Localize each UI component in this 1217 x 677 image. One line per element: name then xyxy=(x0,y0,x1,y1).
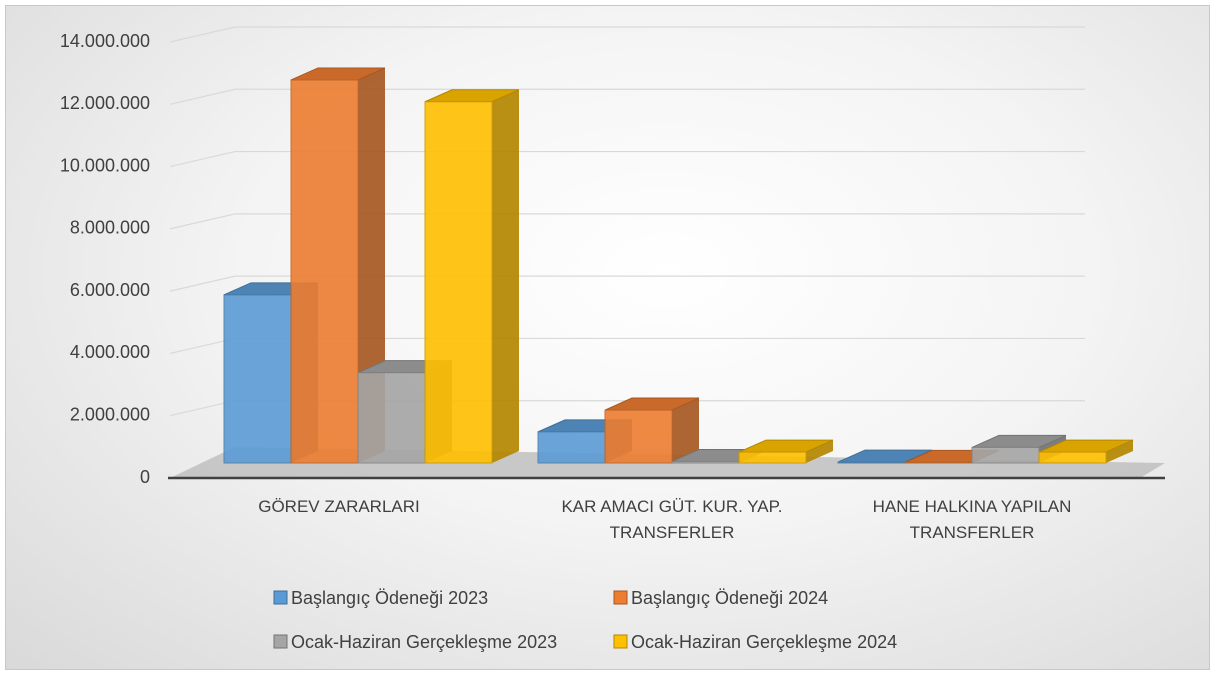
grid-line xyxy=(169,26,1085,43)
x-tick-label: KAR AMACI GÜT. KUR. YAP. TRANSFERLER xyxy=(561,497,783,542)
bar xyxy=(537,431,606,464)
legend-swatch xyxy=(273,634,288,649)
y-tick-label: 4.000.000 xyxy=(70,342,150,362)
bar xyxy=(424,101,493,464)
x-tick-label: GÖREV ZARARLARI xyxy=(258,497,420,516)
y-tick-label: 0 xyxy=(140,467,150,487)
bar xyxy=(837,461,906,464)
bar xyxy=(357,372,426,464)
bar xyxy=(290,79,359,464)
bar xyxy=(671,460,740,464)
y-tick-label: 10.000.000 xyxy=(60,155,150,175)
bar xyxy=(1038,451,1107,464)
chart-frame xyxy=(5,5,1210,670)
bar xyxy=(604,409,673,464)
legend-label: Başlangıç Ödeneği 2023 xyxy=(291,588,488,608)
legend-label: Başlangıç Ödeneği 2024 xyxy=(631,588,828,608)
legend-swatch xyxy=(613,590,628,605)
legend-swatch xyxy=(613,634,628,649)
y-tick-label: 2.000.000 xyxy=(70,404,150,424)
bar-side xyxy=(1106,440,1133,463)
y-tick-label: 14.000.000 xyxy=(60,31,150,51)
y-tick-label: 8.000.000 xyxy=(70,218,150,238)
legend-swatch xyxy=(273,590,288,605)
legend-label: Ocak-Haziran Gerçekleşme 2024 xyxy=(631,632,897,652)
bar-side xyxy=(672,398,699,463)
bar xyxy=(904,461,973,464)
grid-line xyxy=(169,213,1085,230)
grid-line xyxy=(169,88,1085,105)
bar xyxy=(223,294,292,464)
y-tick-label: 6.000.000 xyxy=(70,280,150,300)
legend-label: Ocak-Haziran Gerçekleşme 2023 xyxy=(291,632,557,652)
grid-line xyxy=(169,275,1085,292)
y-tick-label: 12.000.000 xyxy=(60,93,150,113)
bar xyxy=(971,446,1040,464)
bar xyxy=(738,451,807,464)
bar-side xyxy=(492,89,519,463)
x-tick-label: HANE HALKINA YAPILAN TRANSFERLER xyxy=(872,497,1072,542)
bar-side xyxy=(806,440,833,463)
grid-line xyxy=(169,150,1085,168)
